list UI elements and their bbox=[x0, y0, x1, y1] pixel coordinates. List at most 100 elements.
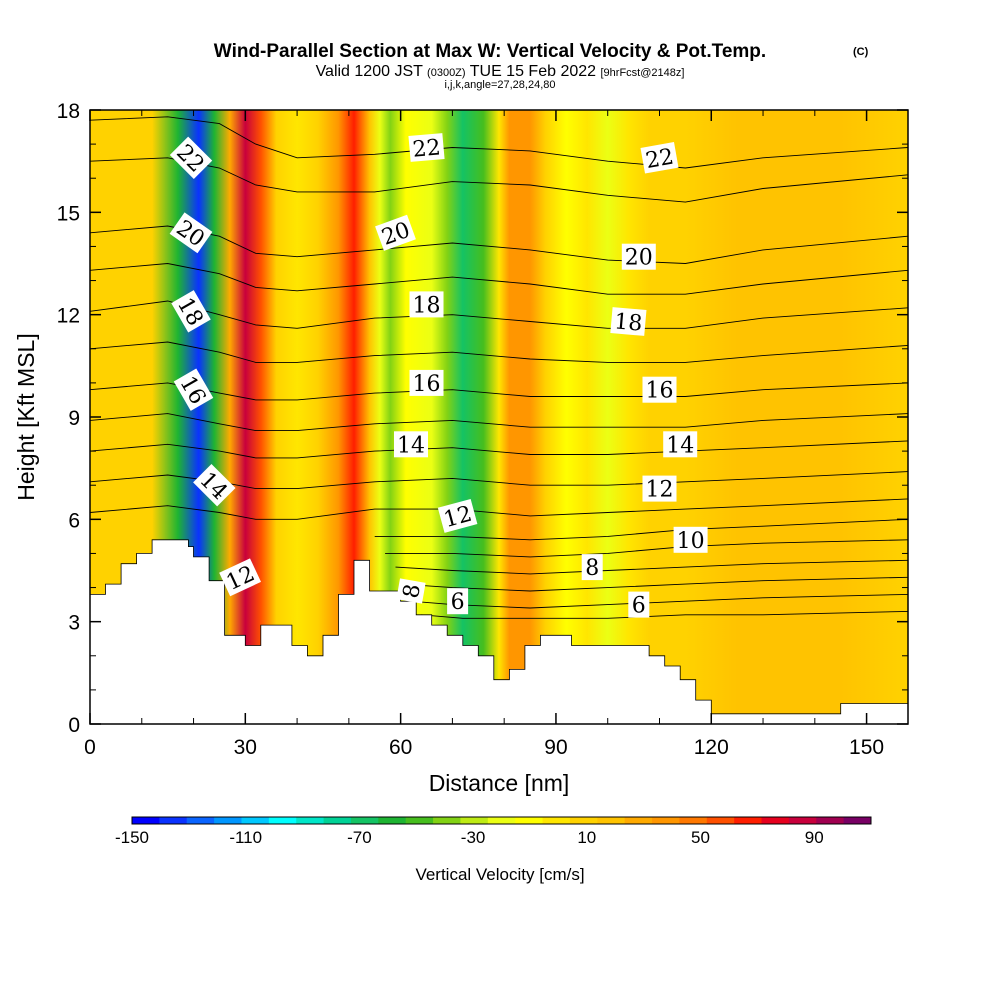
x-tick-label-5: 150 bbox=[849, 736, 884, 759]
y-tick-label-4: 12 bbox=[57, 305, 80, 328]
colorbar-segment-6 bbox=[296, 817, 324, 824]
theta-contour-19 bbox=[90, 263, 908, 295]
contour-label-20: 10 bbox=[673, 526, 708, 554]
contour-label-15: 20 bbox=[621, 243, 656, 271]
svg-text:16: 16 bbox=[646, 379, 674, 404]
contour-label-10: 14 bbox=[394, 431, 428, 458]
colorbar-segment-17 bbox=[597, 817, 626, 824]
colorbar-tick-label-6: 90 bbox=[805, 828, 824, 847]
colorbar-tick-label-1: -110 bbox=[229, 828, 262, 847]
colorbar-segment-16 bbox=[569, 817, 598, 824]
theta-contour-17 bbox=[90, 341, 908, 363]
colorbar-segment-20 bbox=[679, 817, 708, 824]
colorbar-segment-3 bbox=[214, 817, 242, 824]
contour-label-19: 12 bbox=[642, 475, 677, 503]
colorbar-segment-22 bbox=[734, 817, 762, 824]
colorbar-segment-0 bbox=[132, 817, 160, 824]
colorbar-frame bbox=[131, 816, 872, 825]
contour-label-12: 8 bbox=[396, 578, 426, 604]
contour-label-6: 22 bbox=[408, 133, 445, 163]
colorbar-segment-26 bbox=[843, 817, 872, 824]
colorbar-tick-label-4: 10 bbox=[577, 828, 596, 847]
colorbar-segment-8 bbox=[350, 817, 379, 824]
svg-text:8: 8 bbox=[399, 582, 426, 600]
theta-contour-20 bbox=[90, 225, 908, 264]
colorbar-segment-25 bbox=[816, 817, 845, 824]
contour-label-8: 18 bbox=[409, 291, 444, 318]
colorbar-segment-19 bbox=[652, 817, 680, 824]
colorbar-tick-label-2: -70 bbox=[347, 828, 372, 847]
svg-text:10: 10 bbox=[677, 529, 705, 554]
contour-label-9: 16 bbox=[409, 369, 444, 397]
theta-contour-10 bbox=[385, 539, 908, 558]
chart-subtitle-indices: i,j,k,angle=27,28,24,80 bbox=[444, 79, 555, 91]
colorbar-segment-5 bbox=[268, 817, 297, 824]
chart-subtitle: Valid 1200 JST (0300Z) TUE 15 Feb 2022 [… bbox=[316, 63, 685, 80]
x-axis-label: Distance [nm] bbox=[429, 770, 570, 796]
x-tick-label-0: 0 bbox=[84, 736, 96, 759]
contour-label-14: 22 bbox=[640, 142, 679, 174]
colorbar-segment-15 bbox=[542, 817, 571, 824]
colorbar-tick-label-0: -150 bbox=[115, 828, 149, 847]
theta-contour-15 bbox=[90, 413, 908, 432]
colorbar-segment-12 bbox=[460, 817, 489, 824]
svg-text:14: 14 bbox=[397, 433, 425, 458]
contour-label-22: 6 bbox=[628, 591, 650, 619]
theta-contour-9 bbox=[395, 559, 908, 575]
y-tick-label-5: 15 bbox=[57, 202, 80, 225]
contour-label-18: 14 bbox=[663, 431, 698, 458]
contour-label-16: 18 bbox=[610, 307, 647, 337]
colorbar: -150 -110 -70 -30 10 50 90 bbox=[115, 816, 872, 847]
y-tick-label-2: 6 bbox=[68, 509, 80, 532]
theta-contour-11 bbox=[374, 518, 908, 541]
chart-title: Wind-Parallel Section at Max W: Vertical… bbox=[214, 41, 766, 62]
colorbar-segment-23 bbox=[761, 817, 790, 824]
contour-label-13: 6 bbox=[447, 588, 469, 615]
svg-text:6: 6 bbox=[451, 590, 465, 615]
colorbar-tick-label-5: 50 bbox=[691, 828, 710, 847]
vertical-velocity-field bbox=[90, 110, 908, 724]
colorbar-segment-1 bbox=[159, 817, 188, 824]
theta-contour-6 bbox=[421, 610, 908, 619]
svg-text:22: 22 bbox=[644, 145, 676, 174]
theta-contour-21 bbox=[90, 157, 908, 203]
colorbar-segment-2 bbox=[186, 817, 215, 824]
subtitle-forecast: [9hrFcst@2148z] bbox=[600, 67, 684, 79]
colorbar-segment-7 bbox=[323, 817, 352, 824]
svg-text:20: 20 bbox=[625, 246, 653, 271]
colorbar-segment-13 bbox=[487, 817, 516, 824]
y-tick-label-0: 0 bbox=[68, 714, 80, 737]
colorbar-segment-24 bbox=[788, 817, 817, 824]
colorbar-tick-label-3: -30 bbox=[461, 828, 486, 847]
subtitle-utc: (0300Z) bbox=[427, 67, 466, 79]
theta-contour-8 bbox=[400, 576, 908, 592]
y-tick-label-1: 3 bbox=[68, 612, 80, 635]
svg-text:16: 16 bbox=[413, 372, 441, 397]
svg-text:12: 12 bbox=[646, 478, 674, 503]
terrain bbox=[90, 539, 908, 724]
svg-text:22: 22 bbox=[412, 135, 442, 162]
x-tick-label-3: 90 bbox=[544, 736, 567, 759]
colorbar-segment-21 bbox=[706, 817, 735, 824]
contour-label-21: 8 bbox=[581, 554, 603, 581]
y-tick-label-3: 9 bbox=[68, 407, 80, 430]
colorbar-segment-18 bbox=[624, 817, 653, 824]
y-axis-label: Height [Kft MSL] bbox=[13, 333, 39, 500]
colorbar-segment-10 bbox=[405, 817, 434, 824]
colorbar-segment-14 bbox=[515, 817, 543, 824]
svg-text:8: 8 bbox=[585, 556, 599, 581]
subtitle-date: TUE 15 Feb 2022 bbox=[470, 63, 596, 80]
colorbar-segment-11 bbox=[433, 817, 461, 824]
colorbar-segment-9 bbox=[378, 817, 407, 824]
contour-label-17: 16 bbox=[642, 376, 677, 404]
colorbar-label: Vertical Velocity [cm/s] bbox=[415, 865, 584, 884]
title-mark: (C) bbox=[853, 46, 869, 58]
subtitle-valid: Valid 1200 JST bbox=[316, 63, 424, 80]
svg-text:18: 18 bbox=[613, 309, 643, 336]
colorbar-segment-4 bbox=[241, 817, 270, 824]
x-tick-label-1: 30 bbox=[234, 736, 257, 759]
y-tick-label-6: 18 bbox=[57, 100, 80, 123]
svg-text:18: 18 bbox=[413, 293, 441, 318]
